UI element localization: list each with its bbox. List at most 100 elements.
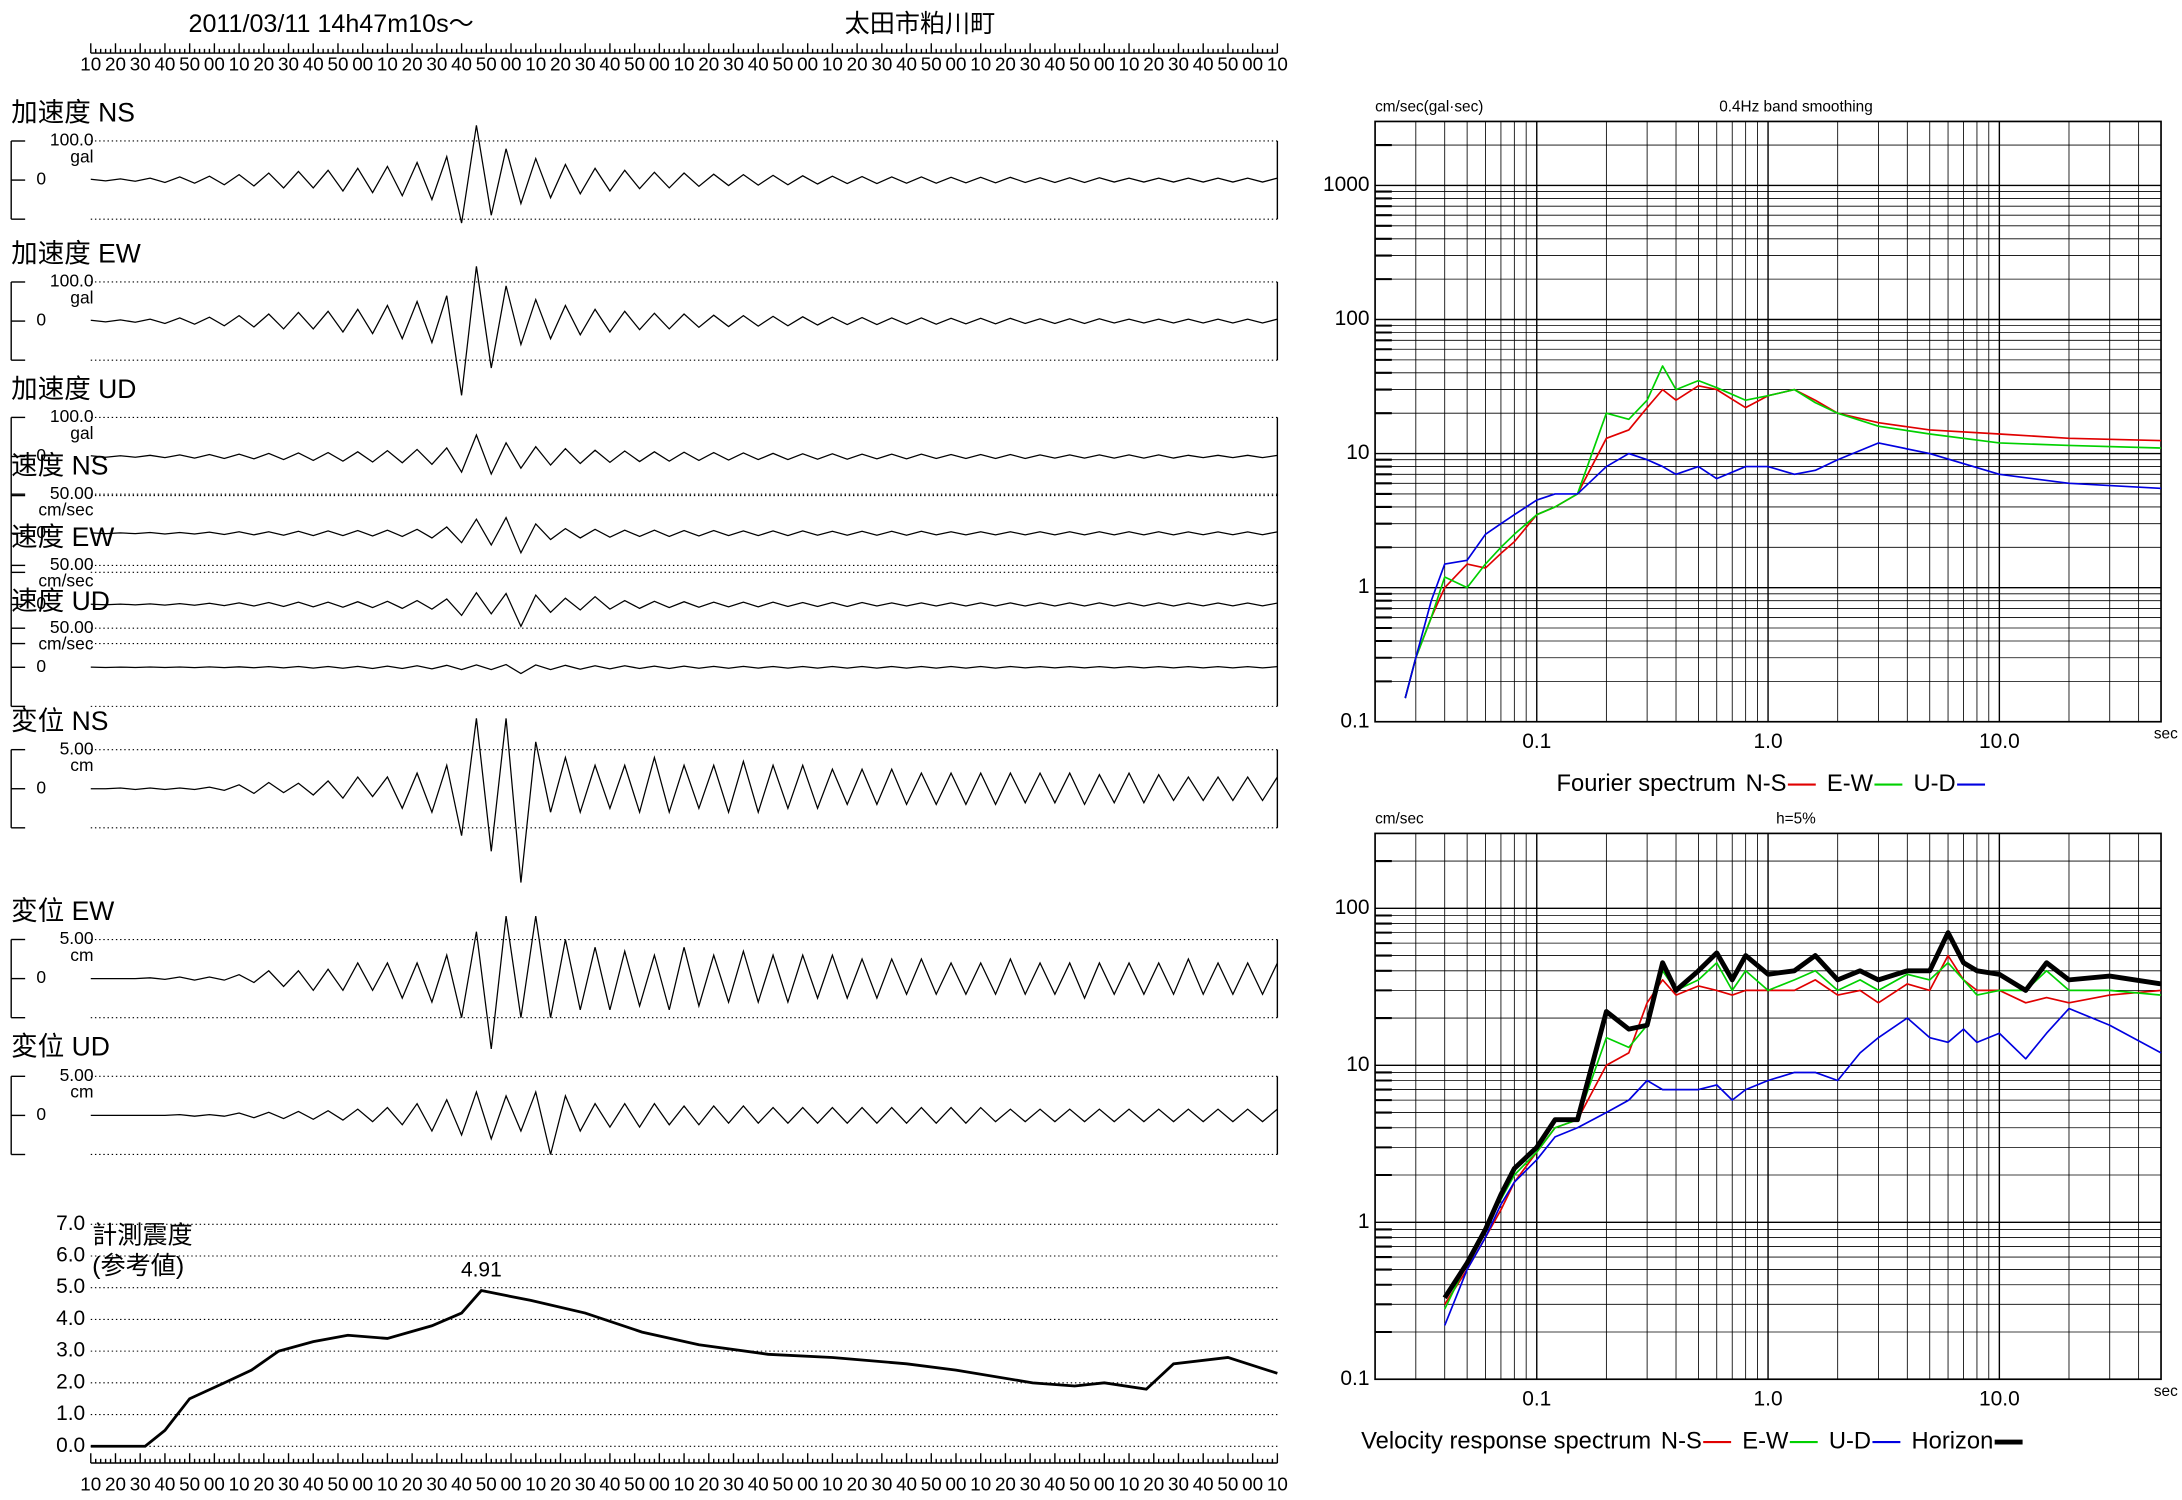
spectrum-line [1442, 930, 2162, 1300]
unit-label: cm [70, 755, 93, 775]
ruler-label: 20 [847, 54, 868, 75]
y-tick-label: 5.00 [60, 928, 94, 948]
ruler-label: 10 [822, 1473, 843, 1494]
y-tick-label: 0 [36, 777, 46, 797]
trace-label: 加速度 EW [11, 238, 141, 268]
trace-label: 加速度 UD [11, 374, 136, 404]
ruler-label: 40 [303, 1473, 324, 1494]
y-tick-label: 0 [36, 1104, 46, 1124]
ruler-label: 20 [105, 54, 126, 75]
ruler-label: 50 [624, 1473, 645, 1494]
y-tick-label: 50.00 [50, 554, 94, 574]
y-tick-label: 100.0 [50, 406, 94, 426]
plot-frame [1374, 832, 2162, 1381]
y-tick-label: 50.00 [50, 617, 94, 637]
y-tick-label: 0.1 [1340, 709, 1369, 732]
ruler-label: 30 [1020, 54, 1041, 75]
y-tick-label: 5.00 [60, 1065, 94, 1085]
ruler-label: 30 [575, 1473, 596, 1494]
ruler-label: 20 [253, 54, 274, 75]
ruler-label: 00 [352, 1473, 373, 1494]
ruler-label: 50 [1069, 54, 1090, 75]
ruler-label: 30 [426, 54, 447, 75]
ruler-label: 00 [501, 54, 522, 75]
legend-label: U-D [1829, 1428, 1871, 1454]
ruler-label: 50 [179, 1473, 200, 1494]
subtitle: 0.4Hz band smoothing [1719, 99, 1873, 116]
ruler-label: 10 [80, 54, 101, 75]
ruler-label: 40 [1193, 54, 1214, 75]
y-tick-label: 4.0 [56, 1307, 85, 1330]
ruler-label: 20 [1143, 54, 1164, 75]
unit-label: cm [70, 945, 93, 965]
ruler-label: 00 [946, 54, 967, 75]
y-tick-label: 0.1 [1340, 1367, 1369, 1390]
ruler-label: 40 [451, 1473, 472, 1494]
ruler-label: 10 [377, 1473, 398, 1494]
ruler-label: 00 [946, 1473, 967, 1494]
spectrum-line [1443, 961, 2162, 1310]
unit-label: cm/sec [38, 500, 94, 520]
legend-label: N-S [1746, 771, 1787, 797]
waveform [90, 433, 1278, 476]
y-tick-label: 0 [36, 522, 46, 542]
ruler-label: 50 [476, 54, 497, 75]
y-tick-label: 1.0 [56, 1402, 85, 1425]
x-tick-label: 1.0 [1754, 730, 1783, 753]
ruler-label: 40 [1044, 54, 1065, 75]
y-tick-label: 7.0 [56, 1212, 85, 1235]
ruler-label: 20 [253, 1473, 274, 1494]
ruler-label: 10 [525, 1473, 546, 1494]
y-tick-label: 50.00 [50, 483, 94, 503]
y-tick-label: 1 [1358, 575, 1370, 598]
ruler-label: 30 [723, 54, 744, 75]
x-tick-label: 10.0 [1979, 1388, 2020, 1411]
unit-label: cm [70, 1082, 93, 1102]
ruler-label: 10 [822, 54, 843, 75]
legend-label: U-D [1914, 771, 1956, 797]
ruler-label: 00 [204, 1473, 225, 1494]
x-unit: sec [2154, 1383, 2178, 1400]
y-tick-label: 100.0 [50, 271, 94, 291]
ruler-label: 30 [575, 54, 596, 75]
ruler-label: 40 [154, 1473, 175, 1494]
record-datetime: 2011/03/11 14h47m10s～ [188, 10, 473, 38]
ruler-label: 50 [179, 54, 200, 75]
trace-label: 変位 UD [11, 1031, 110, 1061]
unit-label: gal [70, 146, 93, 166]
ruler-label: 00 [649, 54, 670, 75]
ruler-label: 40 [599, 54, 620, 75]
unit-label: gal [70, 423, 93, 443]
trace-label: 速度 UD [11, 586, 110, 616]
waveform [90, 718, 1278, 883]
y-tick-label: 0 [36, 169, 46, 189]
ruler-label: 10 [525, 54, 546, 75]
ruler-label: 00 [1094, 1473, 1115, 1494]
x-tick-label: 0.1 [1522, 1388, 1551, 1411]
ruler-label: 40 [896, 1473, 917, 1494]
waveform [90, 915, 1278, 1050]
ruler-label: 00 [1094, 54, 1115, 75]
legend-label: Horizon [1912, 1428, 1994, 1454]
ruler-label: 40 [154, 54, 175, 75]
waveform [90, 516, 1278, 555]
legend-title: Fourier spectrum [1557, 771, 1736, 797]
ruler-label: 50 [772, 54, 793, 75]
trace-label: 加速度 NS [11, 97, 135, 127]
y-tick-label: 0 [36, 656, 46, 676]
y-tick-label: 100.0 [50, 130, 94, 150]
ruler-label: 40 [896, 54, 917, 75]
y-tick-label: 100 [1335, 307, 1370, 330]
ruler-label: 20 [550, 1473, 571, 1494]
trace-label: 変位 EW [11, 896, 114, 926]
ruler-label: 30 [130, 54, 151, 75]
waveform [90, 266, 1278, 396]
ruler-label: 40 [1044, 1473, 1065, 1494]
ruler-label: 40 [748, 54, 769, 75]
unit-label: cm/sec [38, 571, 94, 591]
y-tick-label: 3.0 [56, 1339, 85, 1362]
ruler-label: 30 [426, 1473, 447, 1494]
y-tick-label: 6.0 [56, 1244, 85, 1267]
ruler-label: 10 [1119, 1473, 1140, 1494]
plot-frame [1374, 120, 2162, 723]
